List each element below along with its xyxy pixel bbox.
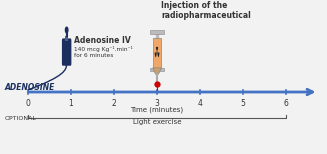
Text: 4: 4	[198, 99, 202, 108]
Bar	[150, 68, 164, 71]
Text: ADENOSINE: ADENOSINE	[4, 83, 55, 92]
Text: OPTIONAL: OPTIONAL	[4, 116, 36, 121]
Bar	[65, 36, 68, 41]
Text: 5: 5	[241, 99, 246, 108]
Text: 2: 2	[112, 99, 116, 108]
Text: Light exercise: Light exercise	[133, 119, 181, 125]
Circle shape	[157, 51, 158, 54]
Text: 1: 1	[69, 99, 73, 108]
Text: Adenosine IV: Adenosine IV	[74, 36, 131, 45]
Wedge shape	[155, 53, 157, 58]
Polygon shape	[153, 68, 161, 74]
Text: 6: 6	[284, 99, 289, 108]
Text: 3: 3	[155, 99, 160, 108]
Text: Injection of the
radiopharmaceutical: Injection of the radiopharmaceutical	[161, 1, 251, 20]
Wedge shape	[157, 53, 159, 58]
Text: Time (minutes): Time (minutes)	[130, 106, 183, 113]
Wedge shape	[156, 47, 158, 51]
Text: 140 mcg Kg⁻¹.min⁻¹
for 6 minutes: 140 mcg Kg⁻¹.min⁻¹ for 6 minutes	[74, 46, 133, 58]
Text: 0: 0	[26, 99, 30, 108]
Bar	[150, 30, 164, 34]
FancyBboxPatch shape	[62, 38, 71, 66]
Bar	[153, 38, 161, 68]
